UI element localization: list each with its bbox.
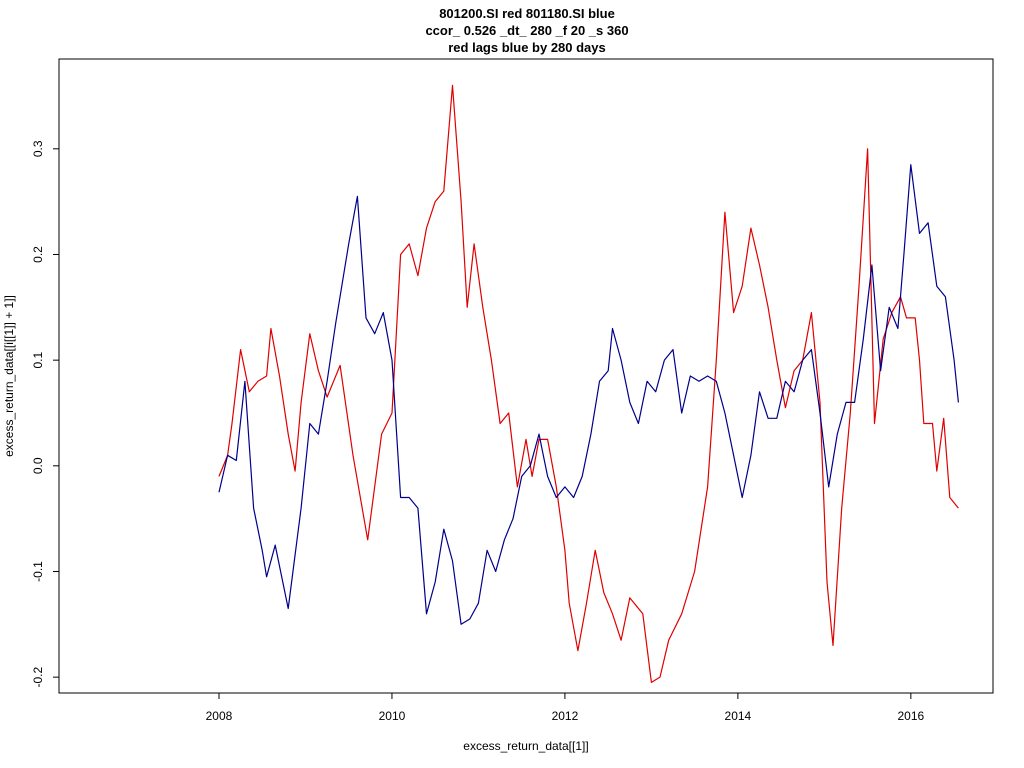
plot-area-frame [58,58,994,694]
y-tick-label: -0.1 [31,561,45,582]
y-tick-label: 0.1 [31,351,45,368]
y-tick-label: 0.0 [31,457,45,474]
x-axis-label: excess_return_data[[1]] [463,739,588,753]
series-line-1 [218,84,959,684]
y-tick-label: 0.3 [31,140,45,157]
chart-title: 801200.SI red 801180.SI blue ccor_ 0.526… [0,5,1024,56]
series-line-2 [218,164,959,625]
x-tick-label: 2008 [206,709,233,723]
x-axis: 2008 2010 2012 2014 2016 [206,693,925,723]
x-tick-label: 2010 [379,709,406,723]
chart-title-line-3: red lags blue by 280 days [448,40,606,55]
y-tick-label: 0.2 [31,246,45,263]
x-tick-label: 2012 [552,709,579,723]
y-axis-label: excess_return_data[[i[[1]] + 1]] [2,295,16,457]
chart-title-line-1: 801200.SI red 801180.SI blue [439,6,615,21]
y-axis: -0.2 -0.1 0.0 0.1 0.2 0.3 [31,140,59,687]
y-tick-label: -0.2 [31,666,45,687]
x-tick-label: 2016 [897,709,924,723]
x-tick-label: 2014 [725,709,752,723]
chart-title-line-2: ccor_ 0.526 _dt_ 280 _f 20 _s 360 [425,23,629,38]
series-layer [218,84,959,684]
